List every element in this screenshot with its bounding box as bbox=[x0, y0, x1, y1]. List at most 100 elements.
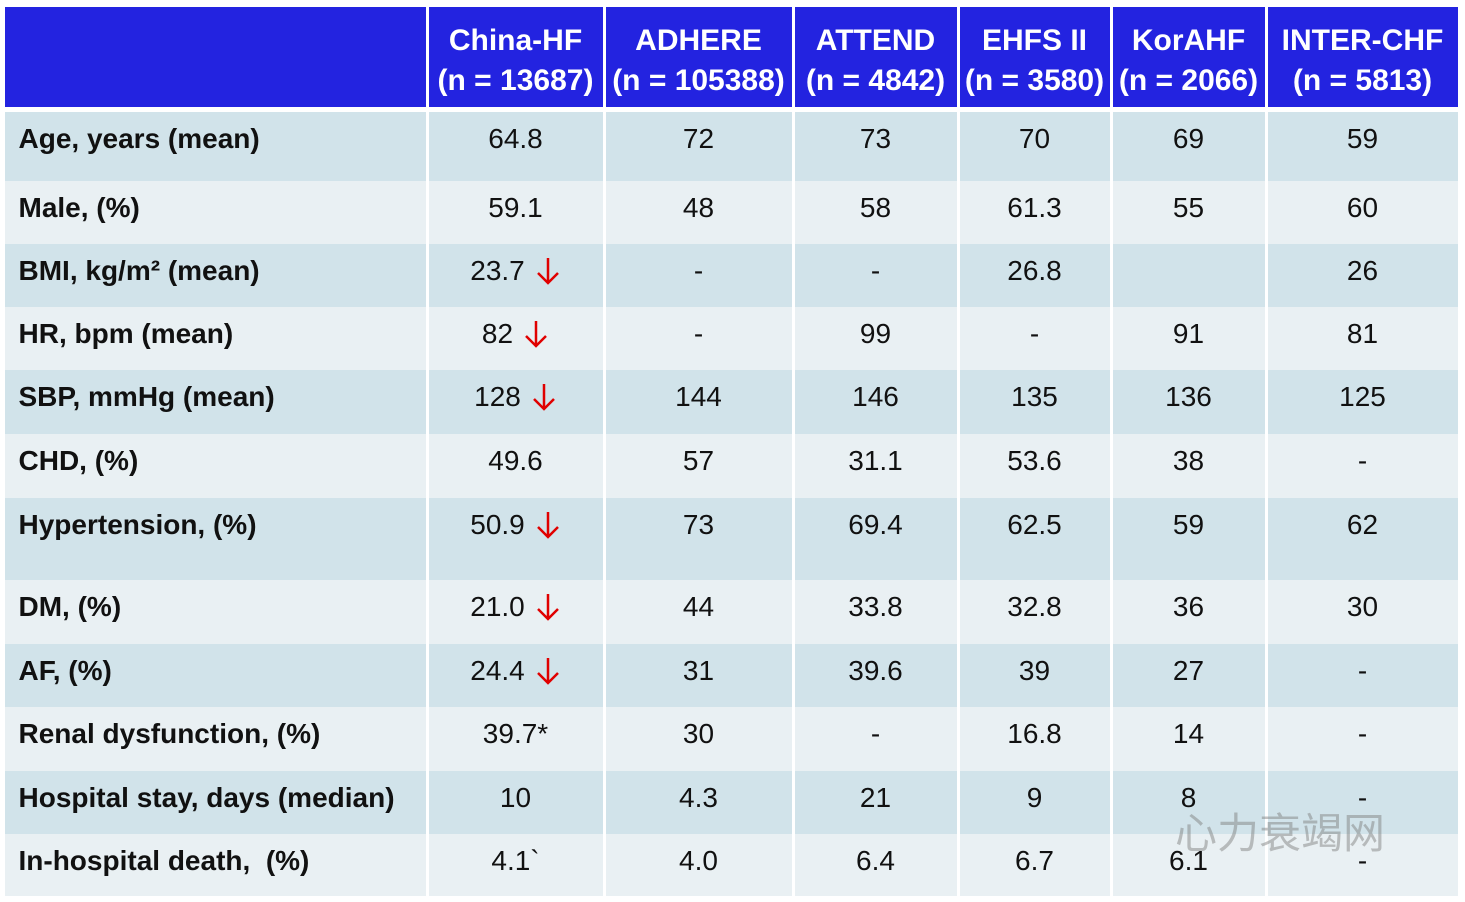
cell: 31.1 bbox=[794, 434, 957, 498]
row-label: AF, (%) bbox=[4, 644, 426, 707]
cell: 73 bbox=[605, 498, 792, 580]
cell: 50.9 bbox=[428, 498, 603, 580]
cell: 144 bbox=[605, 370, 792, 434]
cell-text: - bbox=[693, 255, 704, 286]
header-corner bbox=[4, 7, 426, 107]
column-name: EHFS II bbox=[981, 24, 1087, 57]
cell: 60 bbox=[1267, 181, 1458, 244]
cell-text: 62.5 bbox=[1007, 509, 1062, 540]
column-header: KorAHF (n = 2066) bbox=[1112, 7, 1265, 107]
column-name: ADHERE bbox=[635, 24, 762, 57]
row-label-text: In-hospital death, (%) bbox=[18, 845, 310, 876]
cell: 30 bbox=[605, 707, 792, 771]
cell: 21.0 bbox=[428, 580, 603, 644]
cell-text: 59.1 bbox=[488, 192, 543, 223]
down-arrow bbox=[532, 384, 555, 411]
cell-text: 60 bbox=[1346, 192, 1379, 223]
cell: 4.0 bbox=[605, 834, 792, 896]
cell: 99 bbox=[794, 307, 957, 370]
cell-text: - bbox=[693, 318, 704, 349]
column-n: (n = 4842) bbox=[805, 64, 946, 97]
cell-text: 135 bbox=[1011, 381, 1058, 412]
column-name: China-HF bbox=[448, 24, 583, 57]
row-label-text: Renal dysfunction, (%) bbox=[18, 718, 321, 749]
cell-text: 81 bbox=[1346, 318, 1379, 349]
cell: 64.8 bbox=[428, 112, 603, 181]
cell-text: 6.1 bbox=[1169, 845, 1208, 876]
cell-text: 72 bbox=[682, 123, 715, 154]
cell-text: 14 bbox=[1172, 718, 1205, 749]
cell-text: 24.4 bbox=[470, 655, 525, 686]
cell: - bbox=[1267, 707, 1458, 771]
cell: 57 bbox=[605, 434, 792, 498]
column-name: INTER-CHF bbox=[1281, 24, 1444, 57]
cell: 59 bbox=[1267, 112, 1458, 181]
cell: 59.1 bbox=[428, 181, 603, 244]
cell-text: 38 bbox=[1172, 445, 1205, 476]
cell: 39.7* bbox=[428, 707, 603, 771]
row-label: DM, (%) bbox=[4, 580, 426, 644]
cell: 39.6 bbox=[794, 644, 957, 707]
column-header: ADHERE (n = 105388) bbox=[605, 7, 792, 107]
row-label: Renal dysfunction, (%) bbox=[4, 707, 426, 771]
cell: - bbox=[1267, 834, 1458, 896]
row-label: Hospital stay, days (median) bbox=[4, 771, 426, 834]
down-arrow bbox=[525, 321, 547, 348]
cell-text: 64.8 bbox=[488, 123, 543, 154]
cell-text: - bbox=[870, 255, 881, 286]
cell-text: - bbox=[1357, 655, 1368, 686]
cell-text: 49.6 bbox=[488, 445, 543, 476]
cell: 33.8 bbox=[794, 580, 957, 644]
cell: - bbox=[605, 307, 792, 370]
cell-text: 146 bbox=[852, 381, 899, 412]
row-label: Hypertension, (%) bbox=[4, 498, 426, 580]
row-label-text: Male, (%) bbox=[18, 192, 140, 223]
cell: 70 bbox=[959, 112, 1110, 181]
cell-text: 59 bbox=[1172, 509, 1205, 540]
cell: 27 bbox=[1112, 644, 1265, 707]
row-label-text: SBP, mmHg (mean) bbox=[18, 381, 275, 412]
cell-text: 58 bbox=[859, 192, 892, 223]
cell-text: 26.8 bbox=[1007, 255, 1062, 286]
cell: 82 bbox=[428, 307, 603, 370]
cell-text: 6.4 bbox=[856, 845, 895, 876]
cell-text: - bbox=[1357, 782, 1368, 813]
cell-text: 39 bbox=[1018, 655, 1051, 686]
cell-text: 99 bbox=[859, 318, 892, 349]
row-label-text: DM, (%) bbox=[18, 591, 122, 622]
cell-text: 73 bbox=[682, 509, 715, 540]
cell-text: 8 bbox=[1180, 782, 1197, 813]
cell-text: 9 bbox=[1026, 782, 1043, 813]
row-label: Age, years (mean) bbox=[4, 112, 426, 181]
cell-text: - bbox=[870, 718, 881, 749]
cell-text: 39.6 bbox=[848, 655, 903, 686]
row-label-text: Hospital stay, days (median) bbox=[18, 782, 395, 813]
column-header: ATTEND (n = 4842) bbox=[794, 7, 957, 107]
cell-text: 27 bbox=[1172, 655, 1205, 686]
cell-text: 26 bbox=[1346, 255, 1379, 286]
cell-text: 30 bbox=[682, 718, 715, 749]
row-label: SBP, mmHg (mean) bbox=[4, 370, 426, 434]
cell-text: 59 bbox=[1346, 123, 1379, 154]
cell: 125 bbox=[1267, 370, 1458, 434]
cell-text: 57 bbox=[682, 445, 715, 476]
column-n: (n = 13687) bbox=[437, 64, 594, 97]
cell-text: 4.0 bbox=[679, 845, 718, 876]
cell-text: 4.1` bbox=[491, 845, 540, 876]
cell-text: - bbox=[1029, 318, 1040, 349]
cell: 69.4 bbox=[794, 498, 957, 580]
cell: 6.4 bbox=[794, 834, 957, 896]
cell: 136 bbox=[1112, 370, 1265, 434]
cell-text: 16.8 bbox=[1007, 718, 1062, 749]
row-label-text: AF, (%) bbox=[18, 655, 112, 686]
cell: 61.3 bbox=[959, 181, 1110, 244]
cell: - bbox=[1267, 644, 1458, 707]
cell-text: 70 bbox=[1018, 123, 1051, 154]
cell: 21 bbox=[794, 771, 957, 834]
cell-text: 36 bbox=[1172, 591, 1205, 622]
cell: 31 bbox=[605, 644, 792, 707]
cell: 10 bbox=[428, 771, 603, 834]
cell: 128 bbox=[428, 370, 603, 434]
cell: 23.7 bbox=[428, 244, 603, 307]
cell: 39 bbox=[959, 644, 1110, 707]
